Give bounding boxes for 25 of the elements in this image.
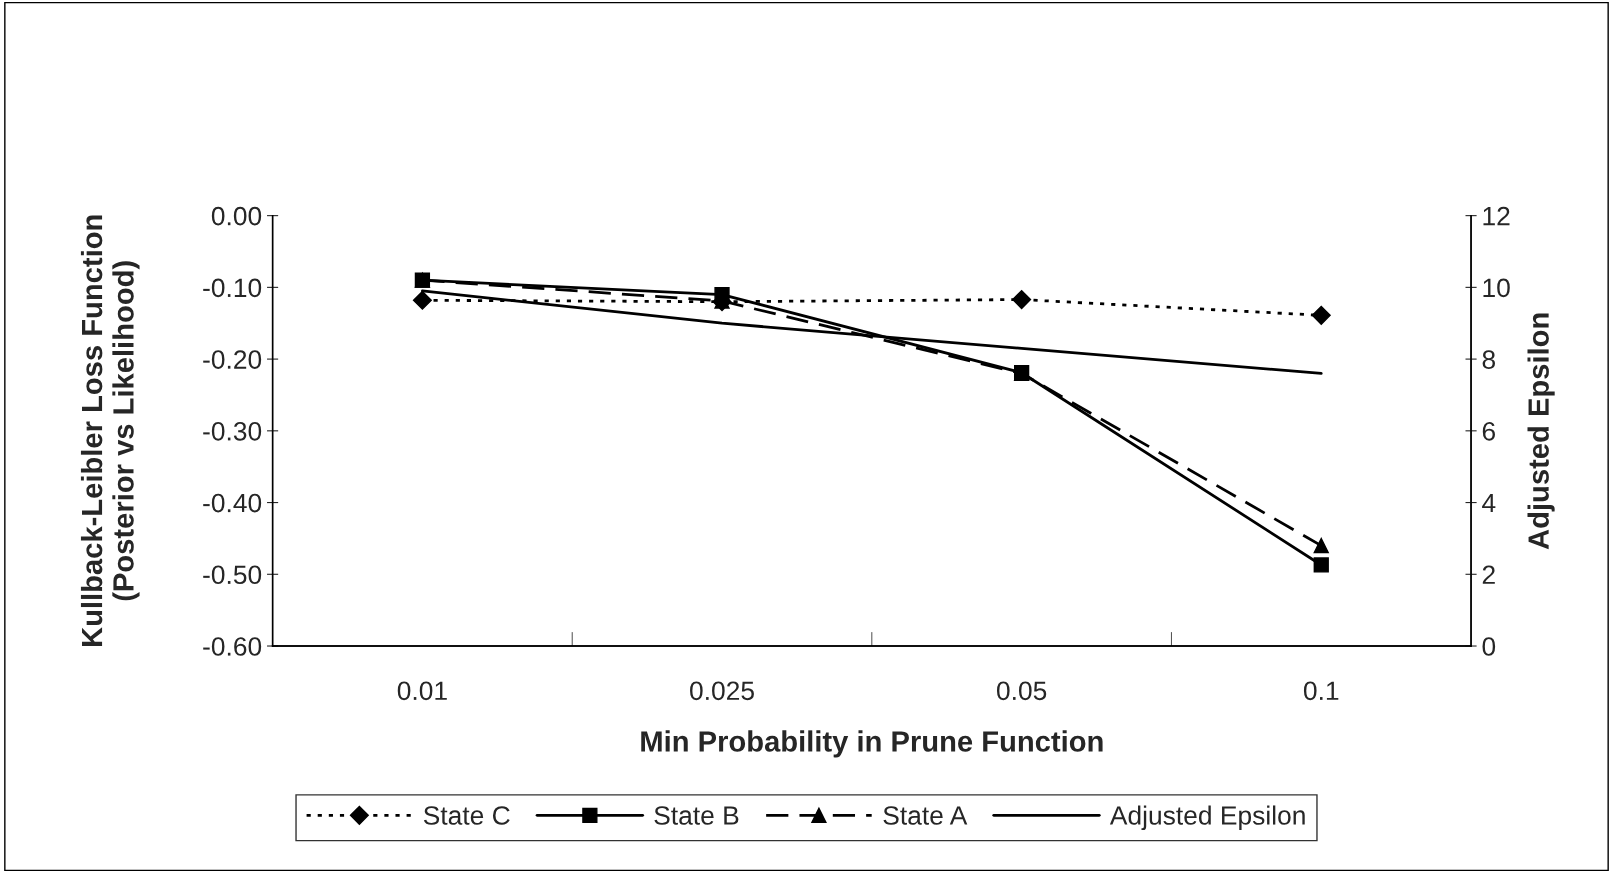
x-tick-label: 0.01: [397, 681, 447, 701]
y2-tick-label: 0: [1482, 637, 1496, 656]
x-tick-label: 0.025: [690, 681, 754, 701]
y2-tick-label: 6: [1482, 421, 1495, 441]
x-tick-label: 0.1: [1303, 681, 1339, 701]
y-tick-label: -0.40: [203, 493, 262, 513]
y2-axis-title: Adjusted Epsilon: [1527, 313, 1555, 550]
y-tick-label: -0.60: [203, 637, 262, 656]
y-tick-label: -0.50: [203, 565, 262, 585]
y2-tick-label: 8: [1482, 350, 1495, 369]
legend-label: State A: [883, 806, 968, 825]
x-axis-title: Min Probability in Prune Function: [641, 730, 1103, 758]
legend-label: State B: [654, 806, 739, 825]
y2-tick-label: 2: [1482, 565, 1495, 584]
legend-label: Adjusted Epsilon: [1109, 805, 1305, 831]
y-tick-label: 0.00: [211, 206, 262, 226]
x-tick-label: 0.05: [996, 681, 1047, 701]
y2-tick-label: 4: [1482, 493, 1496, 513]
y-tick-label: -0.30: [203, 421, 262, 441]
y-axis-title: Kullback-Leibler Loss Function (Posterior vs Likelihood): [80, 215, 140, 647]
y2-tick-label: 12: [1483, 206, 1510, 226]
y2-tick-label: 10: [1483, 278, 1510, 298]
y-tick-label: -0.20: [203, 350, 262, 369]
y-tick-label: -0.10: [203, 278, 262, 298]
legend-label: State C: [423, 806, 510, 825]
